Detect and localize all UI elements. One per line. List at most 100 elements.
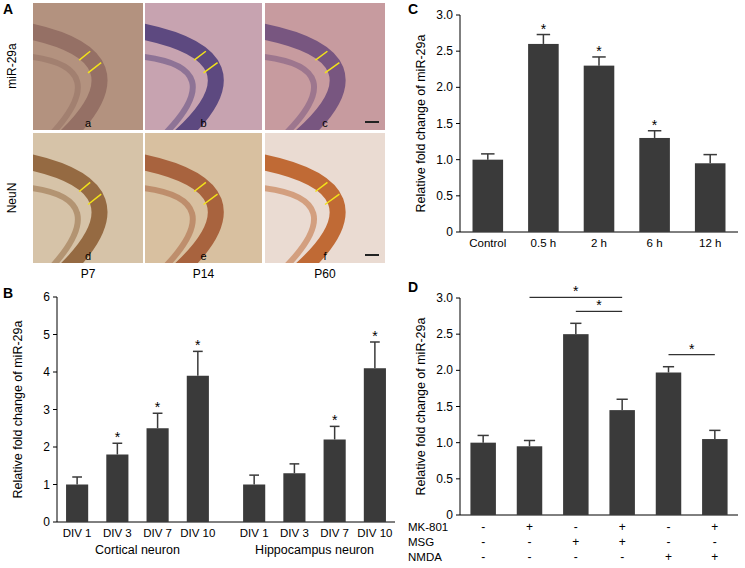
marker-line (325, 63, 339, 73)
y-tick-label: 4 (43, 365, 50, 379)
y-tick (456, 195, 460, 196)
table-cell: + (572, 535, 579, 549)
y-tick-label: 2 (43, 440, 50, 454)
group-label: Hippocampus neuron (255, 543, 374, 557)
marker-line (79, 51, 90, 60)
error-stem (482, 435, 484, 442)
y-tick-label: 5 (43, 328, 50, 342)
cell-layer (33, 162, 100, 263)
micrograph (265, 133, 385, 263)
y-tick (456, 159, 460, 160)
cell-layer (145, 31, 216, 130)
table-cell: - (574, 520, 578, 534)
y-tick (53, 334, 57, 335)
x-tick-label: DIV 10 (180, 527, 215, 539)
significance-mark: * (372, 328, 378, 344)
error-stem (621, 399, 623, 410)
y-tick-label: 0 (446, 225, 453, 239)
y-tick-label: 2.0 (436, 80, 453, 94)
marker-line (204, 194, 218, 204)
bar (528, 44, 559, 232)
cell-layer (265, 188, 314, 263)
cell-layer (33, 56, 78, 130)
error-bar (524, 440, 535, 446)
y-tick (53, 409, 57, 410)
panel-label: A (3, 1, 13, 17)
bar (106, 455, 128, 523)
error-cap (524, 440, 535, 442)
y-tick-label: 0 (446, 508, 453, 522)
y-tick (53, 297, 57, 298)
x-tick-label: DIV 7 (143, 527, 172, 539)
error-bar (709, 430, 720, 439)
y-tick-label: 1.0 (436, 153, 453, 167)
table-cell: - (667, 535, 671, 549)
error-stem (253, 475, 255, 484)
bar (702, 439, 727, 515)
error-bar (249, 475, 259, 484)
error-bar (72, 477, 82, 485)
y-tick (456, 515, 460, 516)
table-row-label: MK-801 (408, 521, 448, 533)
y-tick (53, 522, 57, 523)
micrograph (145, 133, 262, 263)
error-bar (370, 342, 380, 368)
marker-line (79, 182, 90, 191)
y-tick (456, 123, 460, 124)
image-label: e (200, 250, 206, 262)
micrograph (33, 3, 143, 130)
table-cell: + (526, 520, 533, 534)
x-axis (460, 515, 738, 516)
x-tick-label: DIV 1 (63, 527, 92, 539)
figure: AabcdefmiR-29aNeuNP7P14P60B0123456Relati… (0, 0, 745, 568)
table-cell: - (667, 520, 671, 534)
marker-line (204, 63, 218, 73)
bar (243, 485, 265, 523)
cell-layer (265, 162, 338, 263)
table-cell: - (620, 550, 624, 564)
bar (584, 66, 615, 232)
marker-line (88, 194, 101, 204)
error-stem (529, 440, 531, 446)
panel-label: D (408, 279, 418, 295)
plot-area (66, 342, 386, 522)
error-bar (153, 413, 163, 428)
error-stem (76, 477, 78, 485)
y-axis-title: Relative fold change of miR-29a (414, 35, 428, 213)
y-tick-label: 2.0 (436, 363, 453, 377)
scale-bar (365, 254, 379, 256)
table-cell: - (481, 550, 485, 564)
cell-layer (145, 162, 216, 263)
y-tick (456, 478, 460, 479)
error-cap (249, 474, 259, 476)
panel-label: B (3, 285, 13, 301)
marker-line (194, 51, 206, 60)
image-label: c (322, 117, 328, 129)
error-bar (663, 367, 674, 373)
comparison-label: * (689, 341, 695, 357)
x-tick-label: Control (469, 237, 506, 249)
table-cell: - (574, 550, 578, 564)
x-tick-label: 0.5 h (531, 237, 557, 249)
bar (66, 485, 88, 523)
cell-layer (145, 188, 193, 263)
y-tick-label: 2.5 (436, 44, 453, 58)
y-tick-label: 3.0 (436, 8, 453, 22)
x-tick-label: DIV 7 (320, 527, 349, 539)
y-tick-label: 1.0 (436, 436, 453, 450)
significance-mark: * (332, 412, 338, 428)
error-stem (197, 351, 199, 375)
marker-line (88, 63, 101, 73)
table-cell: - (528, 550, 532, 564)
x-tick-label: DIV 3 (280, 527, 309, 539)
comparison-label: * (596, 297, 602, 313)
error-stem (487, 154, 489, 160)
error-stem (374, 342, 376, 368)
error-bar (193, 351, 203, 375)
error-bar (478, 435, 489, 442)
table-row-label: MSG (408, 536, 434, 548)
error-cap (290, 463, 300, 465)
y-tick-label: 1.5 (436, 117, 453, 131)
error-bar (617, 399, 628, 410)
bar (473, 160, 504, 232)
